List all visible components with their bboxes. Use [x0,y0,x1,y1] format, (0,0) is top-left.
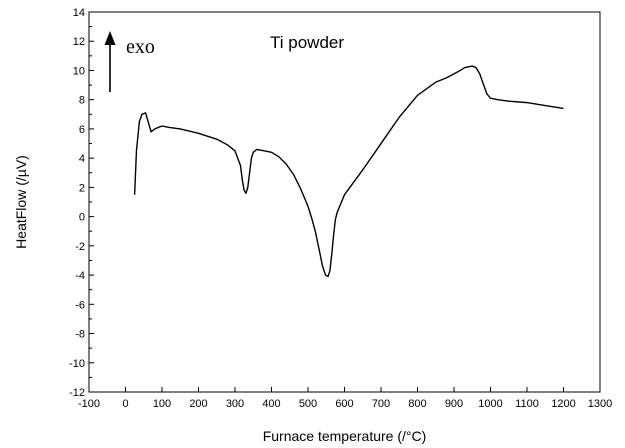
y-axis-ticks: -12 -10 -8 -6 -4 -2 0 2 4 6 8 10 12 14 [69,7,94,399]
x-tick-label: 100 [153,398,171,410]
exo-annotation: exo [104,31,155,92]
x-tick-label: -100 [78,398,100,410]
x-tick-label: 700 [372,398,390,410]
y-tick-label: 2 [79,182,85,194]
x-tick-label: 500 [299,398,317,410]
y-tick-label: 14 [73,7,85,19]
x-tick-label: 800 [408,398,426,410]
x-tick-label: 200 [189,398,207,410]
y-tick-label: -2 [75,241,85,253]
y-tick-label: 0 [79,212,85,224]
x-tick-label: 1000 [478,398,502,410]
x-tick-label: 1100 [515,398,539,410]
y-tick-label: -8 [75,329,85,341]
y-tick-label: 12 [73,36,85,48]
x-tick-label: 900 [445,398,463,410]
x-tick-label: 600 [335,398,353,410]
y-tick-label: 6 [79,124,85,136]
y-tick-label: -6 [75,299,85,311]
x-tick-label: 1300 [588,398,612,410]
x-tick-label: 1200 [551,398,575,410]
x-tick-label: 300 [226,398,244,410]
y-tick-label: 8 [79,95,85,107]
chart-title: Ti powder [270,33,344,52]
y-tick-label: -10 [69,358,85,370]
y-tick-label: 10 [73,65,85,77]
y-tick-label: 4 [79,153,85,165]
x-tick-label: 400 [262,398,280,410]
exo-label: exo [126,36,155,58]
x-tick-label: 0 [122,398,128,410]
plot-frame [88,11,601,393]
y-tick-label: -12 [69,387,85,399]
y-tick-label: -4 [75,270,85,282]
y-axis-title: HeatFlow (/µV) [13,155,29,249]
heatflow-series-line [133,65,564,278]
x-axis-title: Furnace temperature (/°C) [263,428,427,444]
x-axis-ticks: -100 0 100 200 300 400 500 600 700 800 900 1000 1100… [78,387,612,410]
exo-arrow-head [104,31,116,45]
